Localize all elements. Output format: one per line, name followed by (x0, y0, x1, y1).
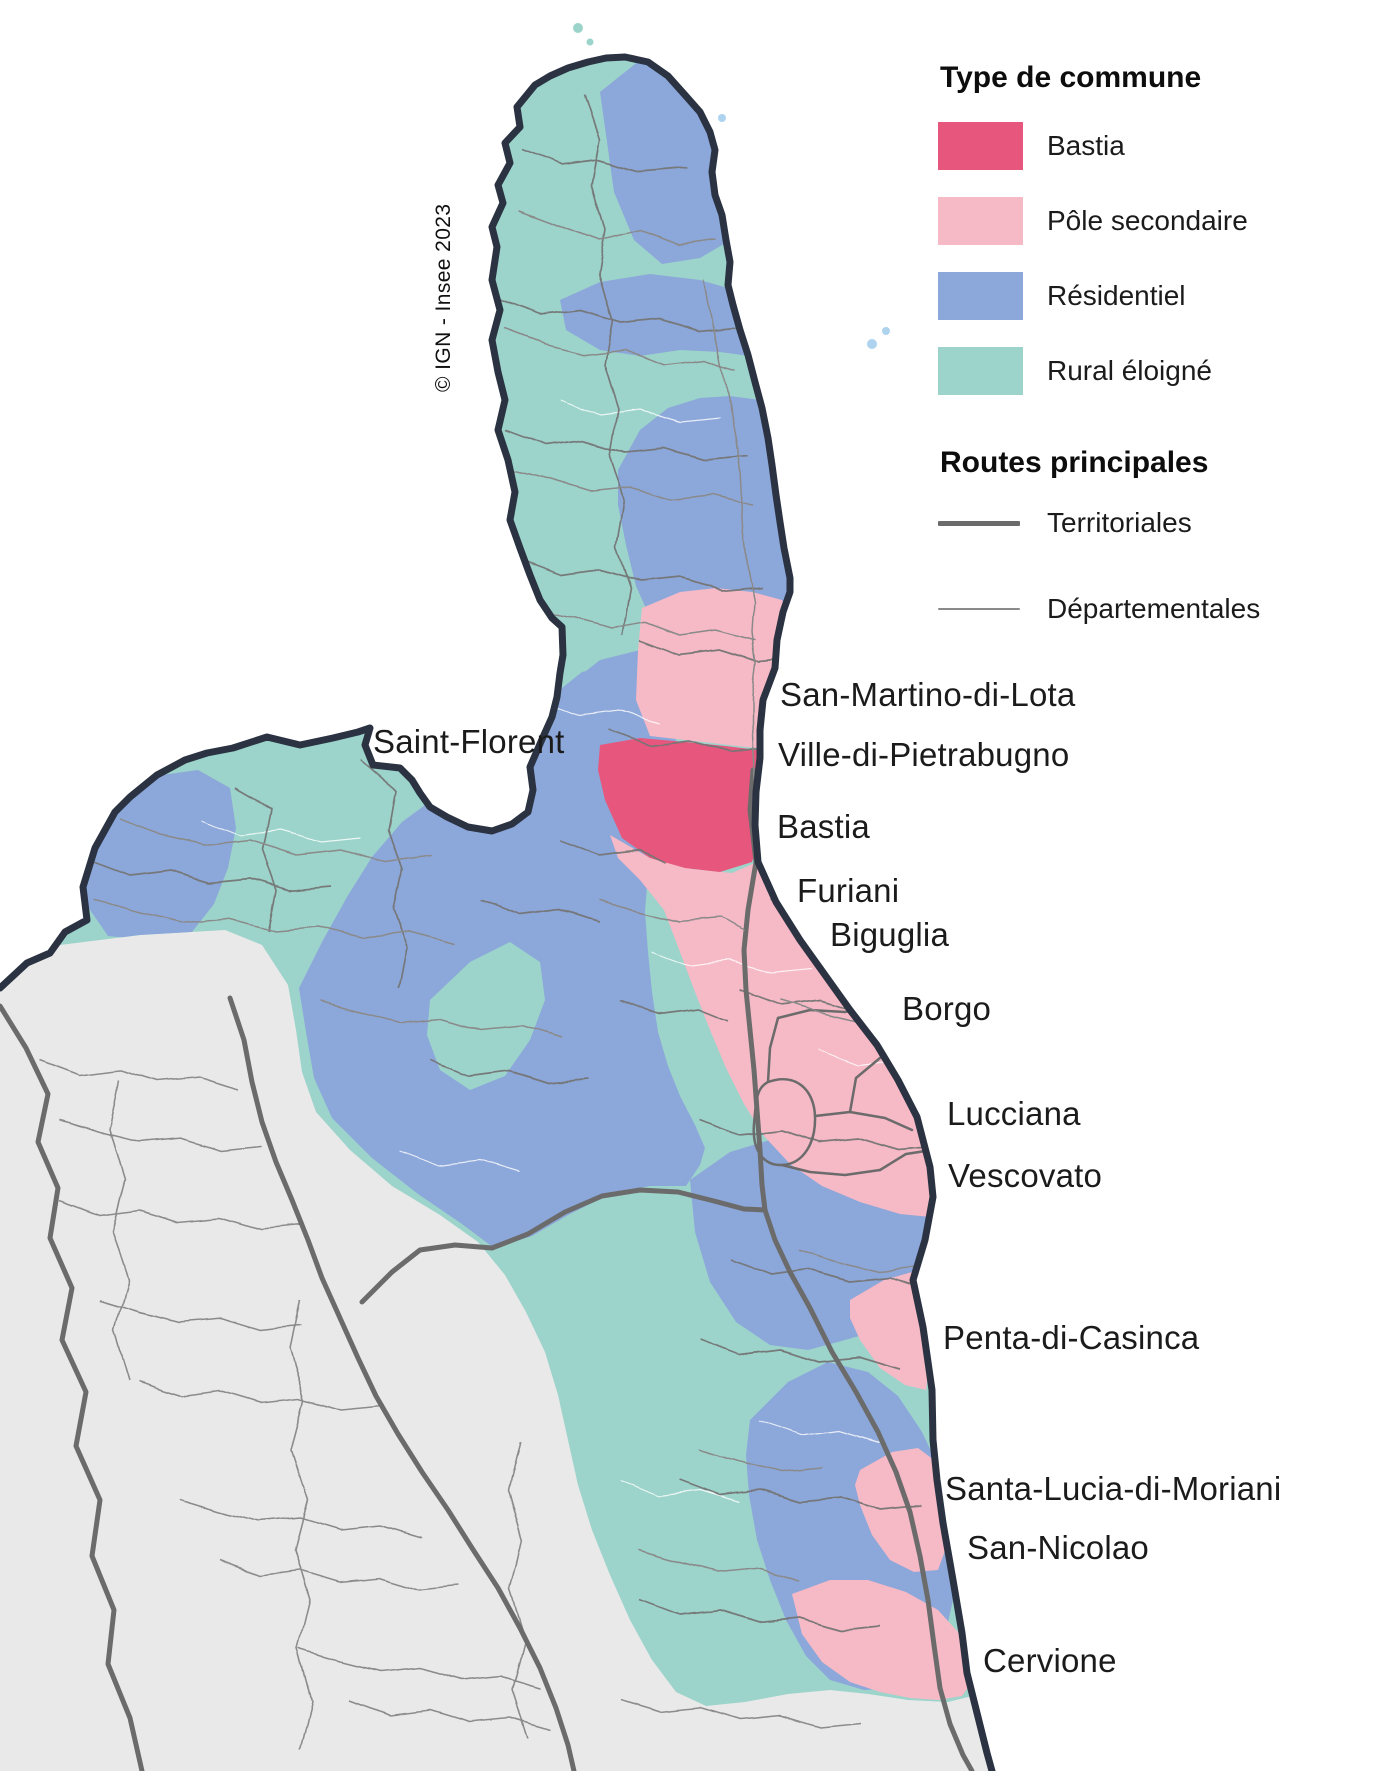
label-penta-di-casinca: Penta-di-Casinca (943, 1319, 1200, 1356)
bastia-commune (598, 738, 768, 872)
label-borgo: Borgo (902, 990, 992, 1027)
swatch-rural-eloigne (938, 347, 1023, 395)
coastline (0, 53, 996, 1771)
legend-route-label: Départementales (1047, 593, 1261, 624)
legend-routes-title: Routes principales (940, 446, 1209, 479)
outside-borders (39, 1059, 861, 1751)
swatch-pole-secondaire (938, 197, 1023, 245)
swatch-residentiel (938, 272, 1023, 320)
legend-item-label: Résidentiel (1047, 280, 1186, 311)
label-ville-di-pietrabugno: Ville-di-Pietrabugno (778, 736, 1070, 773)
legend-route-departementales: Départementales (938, 587, 1338, 631)
legend-route-territoriales: Territoriales (938, 501, 1338, 545)
label-furiani: Furiani (797, 872, 900, 909)
inner-limits (199, 399, 936, 1503)
legend-item-label: Bastia (1047, 130, 1125, 161)
label-santa-lucia-di-moriani: Santa-Lucia-di-Moriani (945, 1470, 1282, 1507)
pole-secondaire-communes (404, 588, 972, 1700)
legend-item-rural-eloigne: Rural éloigné (938, 347, 1338, 395)
label-bastia: Bastia (777, 808, 870, 845)
swatch-bastia (938, 122, 1023, 170)
routes-territoriales (0, 767, 975, 1771)
label-lucciana: Lucciana (947, 1095, 1081, 1132)
territoriale-line-sample (938, 520, 1020, 526)
islets (573, 23, 890, 349)
rural-pockets (427, 942, 758, 1470)
legend-item-residentiel: Résidentiel (938, 272, 1338, 320)
label-san-martino-di-lota: San-Martino-di-Lota (780, 676, 1076, 713)
legend: Type de commune Bastia Pôle secondaire R… (938, 60, 1338, 673)
local-roads (752, 1002, 934, 1177)
legend-route-label: Territoriales (1047, 507, 1192, 538)
label-vescovato: Vescovato (948, 1157, 1103, 1194)
legend-commune-title: Type de commune (940, 61, 1202, 94)
label-cervione: Cervione (983, 1642, 1117, 1679)
label-san-nicolao: San-Nicolao (967, 1529, 1149, 1566)
routes-departementales (59, 209, 936, 1689)
legend-item-bastia: Bastia (938, 122, 1338, 170)
departementale-line-sample (938, 608, 1020, 610)
label-saint-florent: Saint-Florent (373, 723, 565, 760)
map-credit: © IGN - Insee 2023 (432, 203, 455, 392)
legend-item-label: Pôle secondaire (1047, 205, 1248, 236)
legend-item-label: Rural éloigné (1047, 355, 1212, 386)
legend-item-pole-secondaire: Pôle secondaire (938, 197, 1338, 245)
label-biguglia: Biguglia (830, 916, 950, 953)
